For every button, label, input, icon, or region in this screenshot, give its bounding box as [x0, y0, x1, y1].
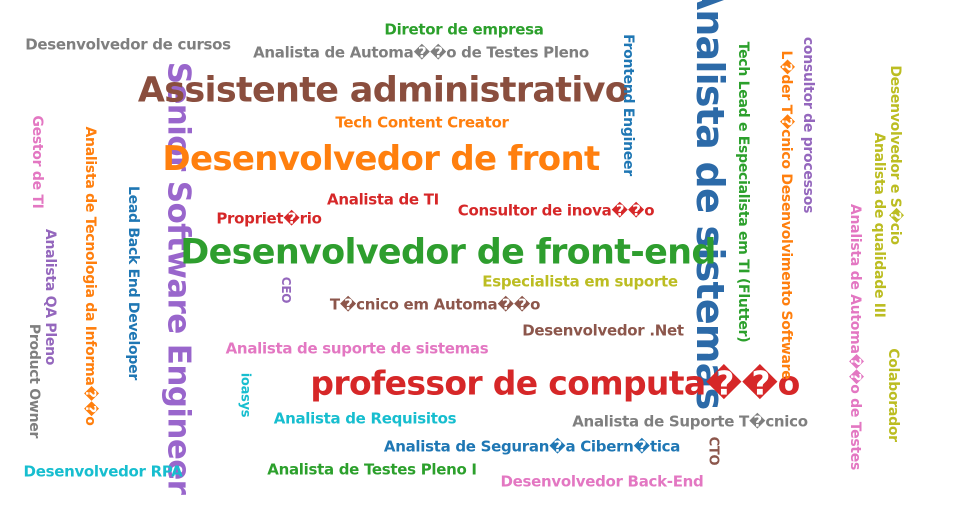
word-desenvolvedor-back-end: Desenvolvedor Back-End — [500, 472, 704, 491]
word-analista-automacao-testes: Analista de Automa��o de Testes — [847, 203, 863, 471]
word-senior-software-engineer: Senior Software Engineer — [160, 61, 197, 495]
word-analista-de-requisitos: Analista de Requisitos — [273, 409, 457, 428]
word-proprietario: Propriet�rio — [216, 209, 322, 228]
word-lider-tecnico-software: L�der T�cnico Desenvolvimento Software — [778, 50, 794, 380]
word-ceo: CEO — [279, 276, 293, 304]
word-tecnico-em-automacao: T�cnico em Automa��o — [329, 295, 541, 314]
word-assistente-administrativo: Assistente administrativo — [137, 70, 629, 111]
word-analista-suporte-tecnico: Analista de Suporte T�cnico — [572, 412, 808, 431]
word-desenvolvedor-de-front: Desenvolvedor de front — [162, 139, 600, 179]
word-desenvolvedor-e-socio: Desenvolvedor e S�cio — [887, 65, 903, 245]
word-analista-tecnologia-informacao: Analista de Tecnologia da Informa��o — [82, 126, 98, 426]
word-tech-content-creator: Tech Content Creator — [335, 113, 509, 132]
word-professor-de-computacao: professor de computa��o — [310, 363, 800, 403]
word-analista-qa-pleno: Analista QA Pleno — [42, 228, 58, 366]
word-product-owner: Product Owner — [26, 323, 42, 439]
word-desenvolvedor-de-cursos: Desenvolvedor de cursos — [25, 35, 231, 54]
word-lead-back-end-developer: Lead Back End Developer — [125, 186, 141, 380]
word-analista-de-sistemas: Analista de sistemas — [688, 0, 732, 410]
word-cto: CTO — [705, 436, 721, 466]
word-analista-testes-pleno-i: Analista de Testes Pleno I — [267, 460, 477, 479]
word-diretor-de-empresa: Diretor de empresa — [384, 20, 544, 39]
word-colaborador: Colaborador — [885, 348, 901, 442]
word-analista-seguranca-cibernetica: Analista de Seguran�a Cibern�tica — [383, 437, 681, 456]
word-desenvolvedor-rpa: Desenvolvedor RPA — [23, 462, 183, 481]
word-analista-qualidade-iii: Analista de qualidade III — [871, 132, 887, 318]
word-analista-automacao-testes-pleno: Analista de Automa��o de Testes Pleno — [253, 43, 589, 62]
word-tech-lead-flutter: Tech Lead e Especialista em TI (Flutter) — [735, 41, 751, 343]
word-analista-de-ti: Analista de TI — [327, 190, 439, 209]
word-consultor-de-processos: consultor de processos — [800, 36, 816, 214]
word-consultor-de-inovacao: Consultor de inova��o — [457, 201, 655, 220]
word-analista-suporte-sistemas: Analista de suporte de sistemas — [225, 339, 489, 358]
word-ioasys: ioasys — [237, 372, 253, 418]
word-desenvolvedor-net: Desenvolvedor .Net — [522, 321, 684, 340]
word-especialista-em-suporte: Especialista em suporte — [482, 272, 678, 291]
word-desenvolvedor-de-front-end: Desenvolvedor de front-end — [180, 232, 716, 273]
word-frontend-engineer: Frontend Engineer — [620, 34, 636, 176]
word-gestor-de-ti: Gestor de TI — [29, 115, 45, 209]
